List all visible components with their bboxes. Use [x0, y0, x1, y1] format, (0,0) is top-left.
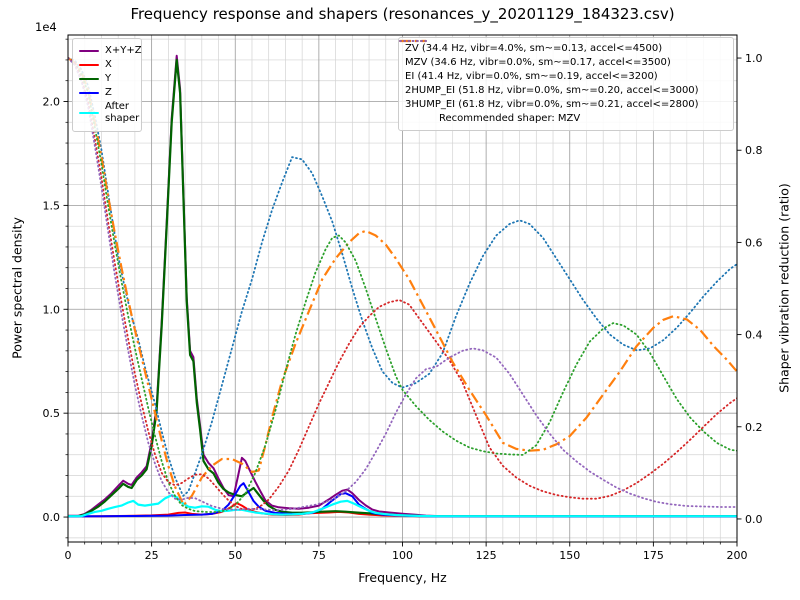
legend-item: EI (41.4 Hz, vibr=0.0%, sm~=0.19, accel<…: [399, 40, 727, 84]
legend-item: MZV (34.6 Hz, vibr=0.0%, sm~=0.17, accel…: [400, 39, 727, 70]
legend-line-sample: [79, 91, 99, 94]
series-2hump-ei: [68, 57, 737, 511]
legend-line-sample: [79, 49, 99, 52]
legend-item-label: EI (41.4 Hz, vibr=0.0%, sm~=0.19, accel<…: [405, 70, 658, 82]
y-right-tick-label: 0.8: [745, 144, 763, 157]
legend-item-label: X+Y+Z: [105, 44, 142, 56]
x-tick-label: 25: [145, 549, 159, 562]
legend-item: 3HUMP_EI (61.8 Hz, vibr=0.0%, sm~=0.21, …: [399, 40, 727, 112]
legend-item-label: 2HUMP_EI (51.8 Hz, vibr=0.0%, sm~=0.20, …: [405, 84, 699, 96]
series-ei: [68, 57, 737, 513]
series-3hump-ei: [68, 57, 737, 512]
legend-line-sample: [79, 111, 99, 115]
x-tick-label: 125: [476, 549, 497, 562]
x-axis-label: Frequency, Hz: [358, 570, 447, 585]
legend-item: X+Y+Z: [79, 45, 142, 58]
y-left-tick-label: 2.0: [43, 95, 61, 108]
series-mzv: [68, 57, 737, 507]
y-right-tick-label: 1.0: [745, 52, 763, 65]
x-tick-label: 150: [559, 549, 580, 562]
chart-title: Frequency response and shapers (resonanc…: [130, 5, 675, 23]
y-axis-left-label: Power spectral density: [9, 217, 25, 359]
series-zv: [68, 57, 737, 497]
y-axis-offset-text: 1e4: [35, 20, 57, 34]
x-tick-label: 175: [643, 549, 664, 562]
legend-item-label: 3HUMP_EI (61.8 Hz, vibr=0.0%, sm~=0.21, …: [405, 98, 699, 110]
y-right-tick-label: 0.6: [745, 236, 763, 249]
x-tick-label: 75: [312, 549, 326, 562]
series-y: [68, 58, 737, 518]
y-left-tick-label: 1.0: [43, 303, 61, 316]
y-left-tick-label: 0.5: [43, 407, 61, 420]
x-tick-label: 100: [392, 549, 413, 562]
legend-line-sample: [79, 77, 99, 80]
legend-item: ZV (34.4 Hz, vibr=4.0%, sm~=0.13, accel<…: [399, 40, 727, 56]
y-right-tick-label: 0.2: [745, 421, 763, 434]
legend-shapers: ZV (34.4 Hz, vibr=4.0%, sm~=0.13, accel<…: [398, 37, 734, 131]
x-tick-label: 0: [65, 549, 72, 562]
series-after-shaper: [68, 494, 737, 518]
legend-item-label: After shaper: [105, 100, 140, 125]
legend-item-label: Z: [105, 86, 112, 98]
legend-item-label: ZV (34.4 Hz, vibr=4.0%, sm~=0.13, accel<…: [405, 42, 663, 54]
x-tick-label: 50: [228, 549, 242, 562]
y-right-tick-label: 0.4: [745, 329, 763, 342]
legend-footer: Recommended shaper: MZV: [405, 113, 727, 126]
legend-item: Y: [79, 73, 135, 86]
legend-item: X: [79, 59, 135, 72]
recommended-shaper-text: Recommended shaper: MZV: [439, 112, 581, 124]
legend-item-label: Y: [105, 72, 112, 84]
legend-item: After shaper: [79, 101, 139, 126]
legend-item-label: X: [105, 58, 112, 70]
legend-item: Z: [79, 87, 135, 100]
x-tick-label: 200: [727, 549, 748, 562]
y-left-tick-label: 0.0: [43, 511, 61, 524]
legend-item-label: MZV (34.6 Hz, vibr=0.0%, sm~=0.17, accel…: [405, 56, 671, 68]
legend-psd: X+Y+Z X Y Z After shaper: [72, 38, 142, 132]
y-axis-right-label: Shaper vibration reduction (ratio): [776, 183, 792, 393]
legend-line-sample: [79, 63, 99, 66]
legend-line-sample: [399, 40, 427, 42]
plot-area: [68, 54, 737, 518]
y-right-tick-label: 0.0: [745, 513, 763, 526]
y-left-tick-label: 1.5: [43, 199, 61, 212]
legend-item: 2HUMP_EI (51.8 Hz, vibr=0.0%, sm~=0.20, …: [399, 40, 727, 98]
